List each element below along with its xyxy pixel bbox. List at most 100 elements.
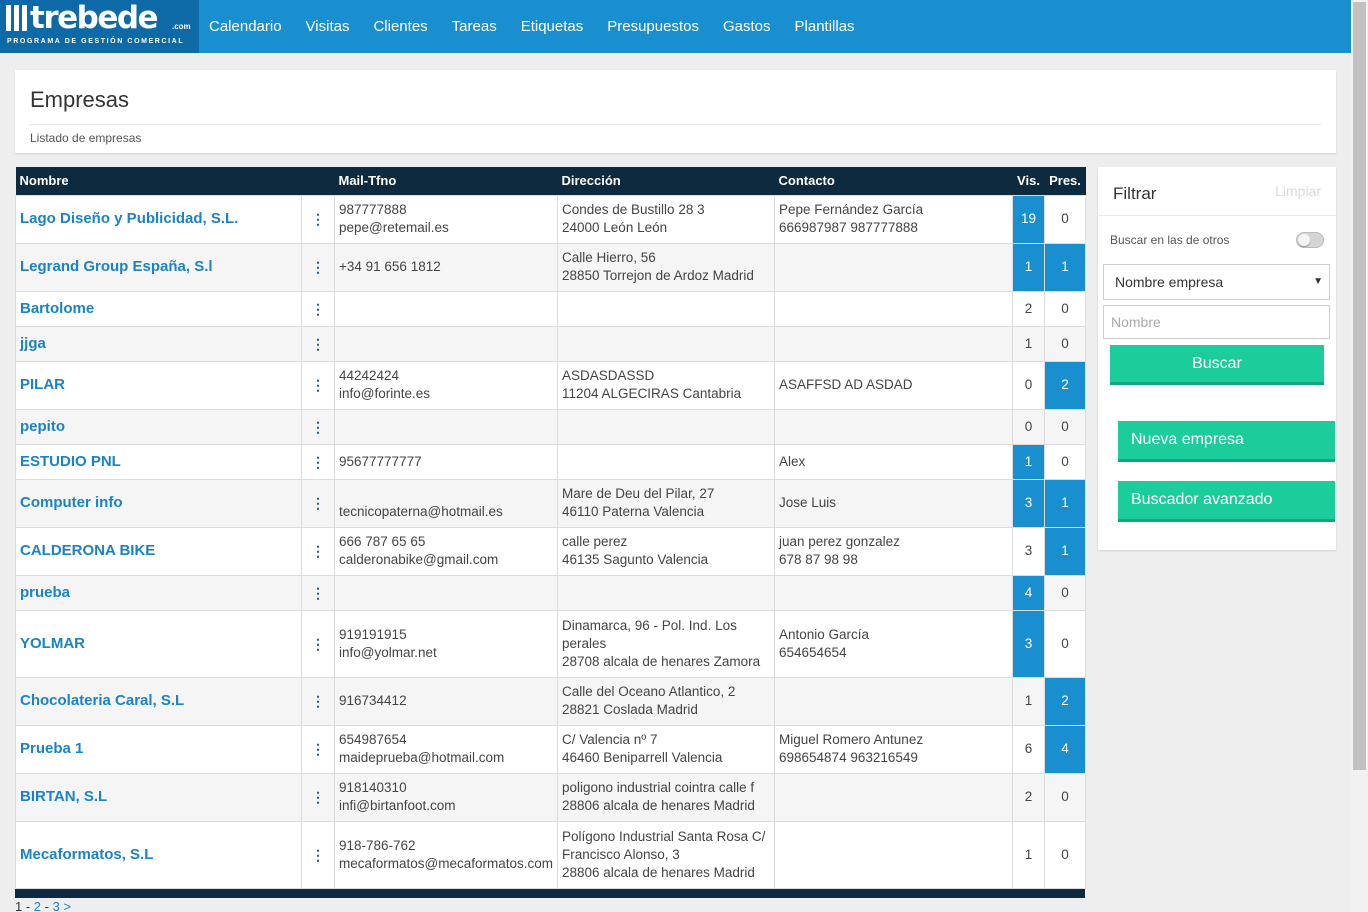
search-button[interactable]: Buscar bbox=[1110, 345, 1324, 385]
visits-count[interactable]: 4 bbox=[1012, 574, 1045, 611]
quotes-count[interactable]: 0 bbox=[1044, 443, 1086, 480]
advanced-search-button[interactable]: Buscador avanzado bbox=[1118, 481, 1335, 522]
row-menu-icon[interactable]: ⋮ bbox=[301, 360, 335, 410]
table-row[interactable]: Legrand Group España, S.l ⋮ +34 91 656 181… bbox=[15, 242, 1086, 292]
company-name-link[interactable]: prueba bbox=[15, 574, 302, 611]
table-row[interactable]: YOLMAR ⋮ 919191915 info@yolmar.net Dinamarca… bbox=[15, 609, 1086, 678]
company-name-link[interactable]: jjga bbox=[15, 325, 302, 362]
table-row[interactable]: Mecaformatos, S.L ⋮ 918-786-762 mecaformato… bbox=[15, 820, 1086, 889]
visits-count[interactable]: 1 bbox=[1012, 820, 1045, 889]
quotes-count[interactable]: 0 bbox=[1044, 772, 1086, 822]
clear-filters-link[interactable]: Limpiar bbox=[1275, 183, 1321, 199]
quotes-count[interactable]: 2 bbox=[1044, 676, 1086, 726]
row-menu-icon[interactable]: ⋮ bbox=[301, 772, 335, 822]
nav-item-tareas[interactable]: Tareas bbox=[451, 18, 497, 35]
company-name-link[interactable]: CALDERONA BIKE bbox=[15, 526, 302, 576]
company-name-link[interactable]: Bartolome bbox=[15, 290, 302, 327]
row-menu-icon[interactable]: ⋮ bbox=[301, 408, 335, 445]
quotes-count[interactable]: 0 bbox=[1044, 325, 1086, 362]
table-row[interactable]: Computer info ⋮ tecnicopaterna@hotmail.es M… bbox=[15, 478, 1086, 528]
row-menu-icon[interactable]: ⋮ bbox=[301, 194, 335, 244]
company-name-link[interactable]: PILAR bbox=[15, 360, 302, 410]
table-row[interactable]: jjga ⋮ 1 0 bbox=[15, 325, 1086, 362]
row-menu-icon[interactable]: ⋮ bbox=[301, 325, 335, 362]
quotes-count[interactable]: 4 bbox=[1044, 724, 1086, 774]
quotes-count[interactable]: 1 bbox=[1044, 242, 1086, 292]
page-link-3[interactable]: 3 bbox=[52, 899, 60, 912]
table-row[interactable]: prueba ⋮ 4 0 bbox=[15, 574, 1086, 611]
table-row[interactable]: ESTUDIO PNL ⋮ 95677777777 Alex 1 0 bbox=[15, 443, 1086, 480]
nav-item-presupuestos[interactable]: Presupuestos bbox=[607, 18, 699, 35]
visits-count[interactable]: 3 bbox=[1012, 478, 1045, 528]
visits-count[interactable]: 3 bbox=[1012, 609, 1045, 678]
row-menu-icon[interactable]: ⋮ bbox=[301, 676, 335, 726]
search-others-toggle[interactable] bbox=[1296, 232, 1324, 248]
visits-count[interactable]: 1 bbox=[1012, 443, 1045, 480]
vertical-scrollbar[interactable] bbox=[1351, 0, 1368, 912]
table-row[interactable]: BIRTAN, S.L ⋮ 918140310 infi@birtanfoot.com… bbox=[15, 772, 1086, 822]
row-menu-icon[interactable]: ⋮ bbox=[301, 724, 335, 774]
col-header-contact[interactable]: Contacto bbox=[774, 167, 1013, 195]
company-name-link[interactable]: BIRTAN, S.L bbox=[15, 772, 302, 822]
quotes-count[interactable]: 0 bbox=[1044, 290, 1086, 327]
nav-item-etiquetas[interactable]: Etiquetas bbox=[520, 18, 584, 35]
row-menu-icon[interactable]: ⋮ bbox=[301, 609, 335, 678]
company-name-link[interactable]: pepito bbox=[15, 408, 302, 445]
nav-item-plantillas[interactable]: Plantillas bbox=[794, 18, 855, 35]
nav-item-visitas[interactable]: Visitas bbox=[305, 18, 350, 35]
new-company-button[interactable]: Nueva empresa bbox=[1118, 421, 1335, 462]
col-header-address[interactable]: Dirección bbox=[557, 167, 775, 195]
row-menu-icon[interactable]: ⋮ bbox=[301, 820, 335, 889]
visits-count[interactable]: 2 bbox=[1012, 772, 1045, 822]
quotes-count[interactable]: 1 bbox=[1044, 478, 1086, 528]
row-menu-icon[interactable]: ⋮ bbox=[301, 443, 335, 480]
visits-count[interactable]: 1 bbox=[1012, 676, 1045, 726]
quotes-count[interactable]: 0 bbox=[1044, 820, 1086, 889]
quotes-count[interactable]: 2 bbox=[1044, 360, 1086, 410]
row-menu-icon[interactable]: ⋮ bbox=[301, 526, 335, 576]
col-header-quotes[interactable]: Pres. bbox=[1044, 167, 1086, 195]
quotes-count[interactable]: 0 bbox=[1044, 194, 1086, 244]
table-row[interactable]: Prueba 1 ⋮ 654987654 maideprueba@hotmail.co… bbox=[15, 724, 1086, 774]
visits-count[interactable]: 1 bbox=[1012, 325, 1045, 362]
quotes-count[interactable]: 1 bbox=[1044, 526, 1086, 576]
nav-item-clientes[interactable]: Clientes bbox=[373, 18, 428, 35]
scrollbar-thumb[interactable] bbox=[1353, 2, 1366, 770]
visits-count[interactable]: 0 bbox=[1012, 408, 1045, 445]
filter-field-select[interactable]: Nombre empresa ▼ bbox=[1103, 264, 1330, 300]
company-name-link[interactable]: Chocolateria Caral, S.L bbox=[15, 676, 302, 726]
table-row[interactable]: PILAR ⋮ 44242424 info@forinte.es ASDASDASSD 1… bbox=[15, 360, 1086, 410]
table-row[interactable]: CALDERONA BIKE ⋮ 666 787 65 65 calderonabik… bbox=[15, 526, 1086, 576]
visits-count[interactable]: 3 bbox=[1012, 526, 1045, 576]
table-row[interactable]: pepito ⋮ 0 0 bbox=[15, 408, 1086, 445]
nav-item-calendario[interactable]: Calendario bbox=[209, 18, 282, 35]
col-header-name[interactable]: Nombre bbox=[15, 167, 335, 195]
row-menu-icon[interactable]: ⋮ bbox=[301, 574, 335, 611]
company-name-link[interactable]: Lago Diseño y Publicidad, S.L. bbox=[15, 194, 302, 244]
company-name-link[interactable]: Computer info bbox=[15, 478, 302, 528]
brand-logo[interactable]: trebede .com PROGRAMA DE GESTIÓN COMERCI… bbox=[0, 0, 199, 53]
table-row[interactable]: Lago Diseño y Publicidad, S.L. ⋮ 987777888… bbox=[15, 194, 1086, 244]
quotes-count[interactable]: 0 bbox=[1044, 574, 1086, 611]
company-name-link[interactable]: YOLMAR bbox=[15, 609, 302, 678]
visits-count[interactable]: 1 bbox=[1012, 242, 1045, 292]
company-name-link[interactable]: ESTUDIO PNL bbox=[15, 443, 302, 480]
row-menu-icon[interactable]: ⋮ bbox=[301, 290, 335, 327]
row-menu-icon[interactable]: ⋮ bbox=[301, 478, 335, 528]
table-row[interactable]: Bartolome ⋮ 2 0 bbox=[15, 290, 1086, 327]
col-header-mail[interactable]: Mail-Tfno bbox=[334, 167, 558, 195]
visits-count[interactable]: 19 bbox=[1012, 194, 1045, 244]
quotes-count[interactable]: 0 bbox=[1044, 408, 1086, 445]
visits-count[interactable]: 2 bbox=[1012, 290, 1045, 327]
col-header-visits[interactable]: Vis. bbox=[1012, 167, 1045, 195]
company-name-link[interactable]: Legrand Group España, S.l bbox=[15, 242, 302, 292]
page-link-2[interactable]: 2 bbox=[33, 899, 42, 912]
nav-item-gastos[interactable]: Gastos bbox=[722, 18, 771, 35]
company-name-link[interactable]: Mecaformatos, S.L bbox=[15, 820, 302, 889]
row-menu-icon[interactable]: ⋮ bbox=[301, 242, 335, 292]
table-row[interactable]: Chocolateria Caral, S.L ⋮ 916734412 Calle d… bbox=[15, 676, 1086, 726]
quotes-count[interactable]: 0 bbox=[1044, 609, 1086, 678]
name-search-input[interactable] bbox=[1103, 305, 1330, 339]
visits-count[interactable]: 0 bbox=[1012, 360, 1045, 410]
page-next-link[interactable]: > bbox=[63, 899, 72, 912]
